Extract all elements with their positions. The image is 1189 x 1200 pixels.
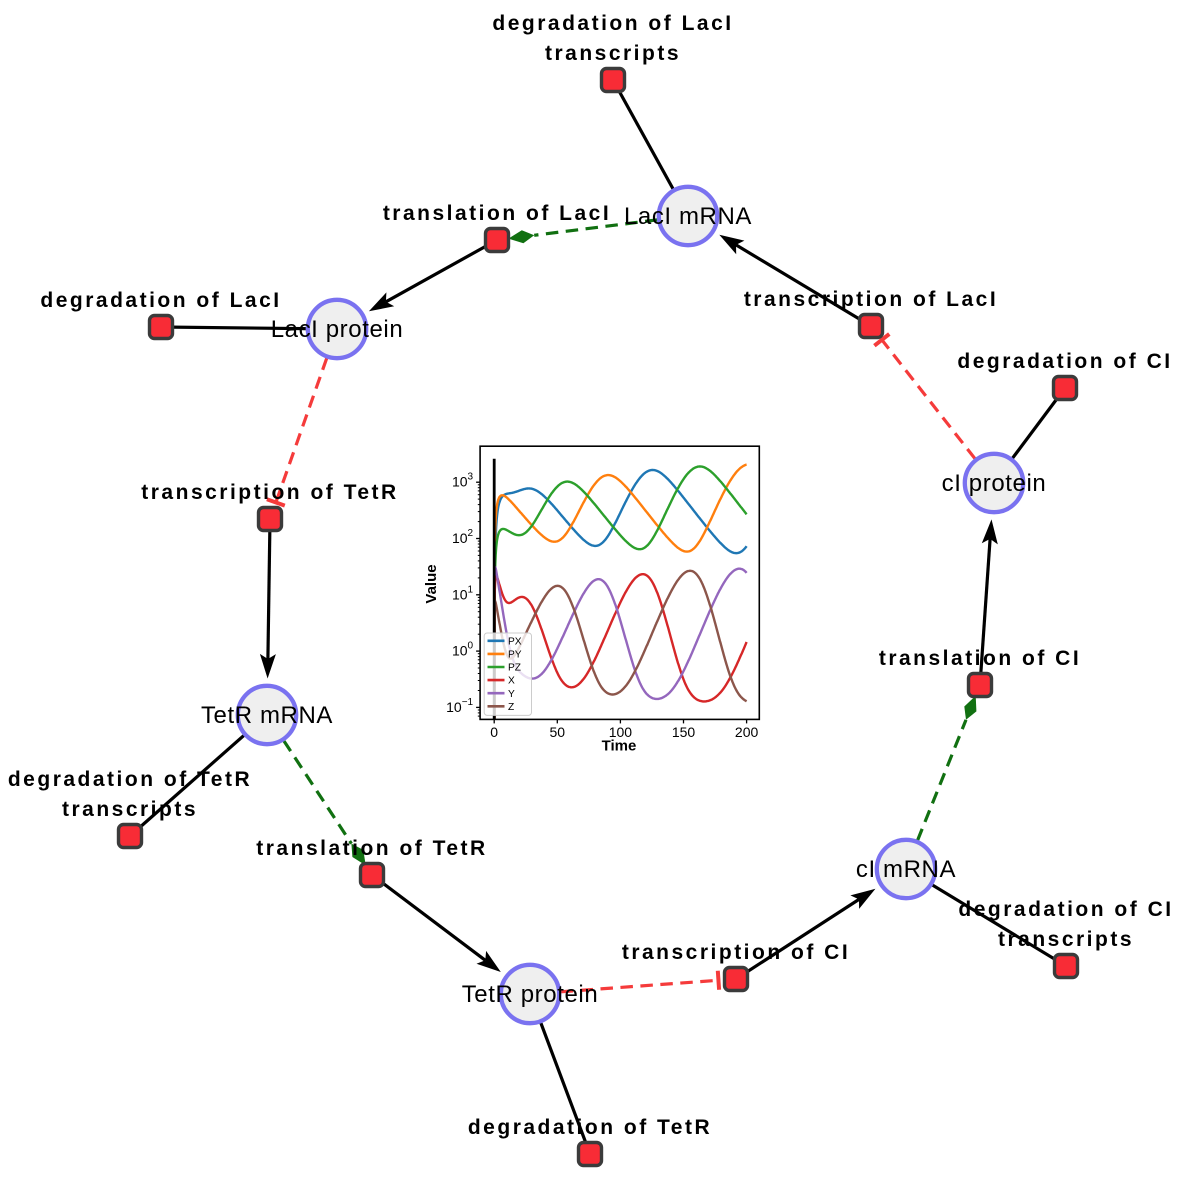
svg-text:degradation of CI: degradation of CI <box>958 898 1173 921</box>
svg-text:X: X <box>508 676 515 687</box>
svg-text:transcripts: transcripts <box>545 42 681 65</box>
svg-text:50: 50 <box>550 724 566 740</box>
svg-text:200: 200 <box>735 724 759 740</box>
svg-text:transcription of LacI: transcription of LacI <box>744 288 998 311</box>
svg-text:TetR mRNA: TetR mRNA <box>201 702 333 729</box>
svg-text:degradation of LacI: degradation of LacI <box>40 289 281 312</box>
svg-text:Value: Value <box>423 564 440 603</box>
svg-text:Time: Time <box>602 738 637 755</box>
svg-text:degradation of TetR: degradation of TetR <box>8 768 252 791</box>
svg-text:cI protein: cI protein <box>942 470 1047 497</box>
svg-text:degradation of CI: degradation of CI <box>957 350 1172 373</box>
svg-text:transcripts: transcripts <box>998 928 1134 951</box>
svg-text:PY: PY <box>508 650 522 661</box>
svg-text:translation of TetR: translation of TetR <box>256 837 487 860</box>
svg-text:degradation of TetR: degradation of TetR <box>468 1116 712 1139</box>
svg-text:translation of CI: translation of CI <box>879 647 1081 670</box>
svg-text:LacI protein: LacI protein <box>271 316 404 343</box>
svg-text:PX: PX <box>508 636 522 647</box>
svg-text:TetR protein: TetR protein <box>462 981 599 1008</box>
svg-text:translation of LacI: translation of LacI <box>383 202 611 225</box>
svg-text:degradation of LacI: degradation of LacI <box>492 12 733 35</box>
svg-text:transcription of TetR: transcription of TetR <box>141 481 398 504</box>
svg-text:Z: Z <box>508 702 514 713</box>
svg-text:transcripts: transcripts <box>62 798 198 821</box>
svg-text:150: 150 <box>672 724 696 740</box>
svg-text:Y: Y <box>508 689 515 700</box>
svg-text:PZ: PZ <box>508 663 521 674</box>
svg-text:0: 0 <box>490 724 498 740</box>
svg-text:cI mRNA: cI mRNA <box>856 856 956 883</box>
svg-text:transcription of CI: transcription of CI <box>622 941 850 964</box>
svg-text:LacI mRNA: LacI mRNA <box>624 203 752 230</box>
svg-text:100: 100 <box>609 724 633 740</box>
